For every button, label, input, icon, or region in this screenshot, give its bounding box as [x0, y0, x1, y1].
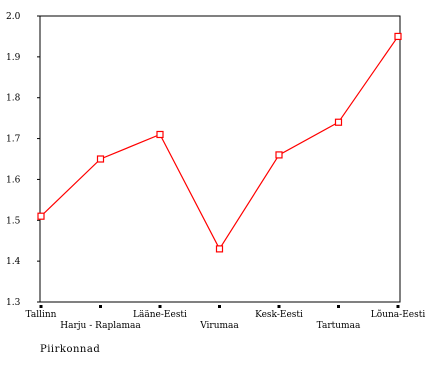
- series-layer: [37, 32, 402, 253]
- plot-frame: [39, 15, 401, 303]
- x-tick: [39, 305, 43, 308]
- y-axis: 1.3 1.4 1.5 1.6 1.7 1.8 1.9 2.0: [6, 12, 40, 308]
- data-point: [275, 151, 283, 159]
- x-tick-label: Kesk-Eesti: [255, 310, 303, 320]
- y-tick-label: 1.4: [6, 257, 21, 267]
- x-tick: [218, 305, 221, 308]
- y-tick-label: 1.7: [6, 135, 21, 145]
- x-tick-label: Harju - Raplamaa: [60, 321, 141, 331]
- data-point: [394, 32, 402, 41]
- data-point: [215, 245, 224, 253]
- x-tick: [99, 305, 102, 308]
- x-tick: [158, 305, 162, 308]
- series-line: [40, 36, 399, 251]
- x-tick-label: Lõuna-Eesti: [371, 309, 426, 320]
- y-tick-label: 1.8: [6, 94, 21, 104]
- x-tick: [337, 305, 340, 308]
- data-point: [156, 130, 164, 139]
- x-tick-label: Tartumaa: [317, 321, 361, 331]
- y-tick-label: 1.5: [6, 216, 21, 226]
- x-tick-label: Virumaa: [199, 321, 239, 331]
- y-tick-label: 1.6: [6, 175, 21, 185]
- y-tick-label: 1.3: [6, 298, 21, 308]
- data-point: [334, 118, 343, 126]
- y-tick-label: 2.0: [6, 12, 21, 22]
- y-tick-label: 1.9: [6, 53, 21, 63]
- x-tick-label: Lääne-Eesti: [133, 310, 187, 320]
- x-tick: [396, 305, 400, 308]
- x-axis-title: Piirkonnad: [40, 344, 101, 355]
- x-tick: [277, 305, 281, 308]
- x-tick-label: Tallinn: [26, 310, 57, 320]
- data-point: [96, 155, 105, 163]
- data-point: [37, 212, 45, 220]
